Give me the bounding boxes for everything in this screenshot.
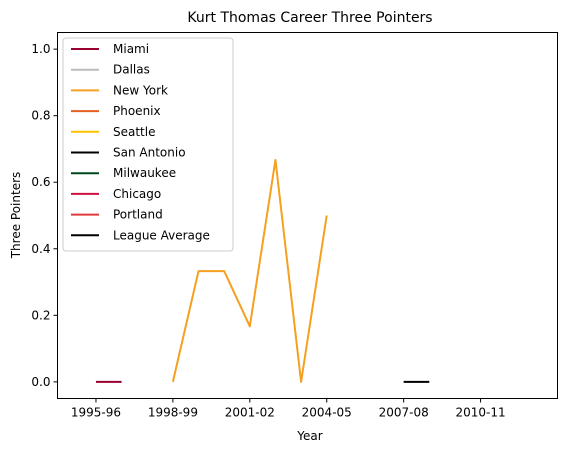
series-line-new-york (171, 158, 328, 383)
y-axis: 0.0 0.2 0.4 0.6 0.8 1.0 (31, 42, 58, 389)
legend-label: San Antonio (113, 146, 186, 160)
y-tick-label: 0.8 (31, 109, 50, 123)
chart-title: Kurt Thomas Career Three Pointers (187, 10, 432, 26)
legend-label: Dallas (113, 63, 150, 77)
x-tick-label: 1995-96 (71, 406, 121, 420)
legend: Miami Dallas New York Phoenix Seattle San Ant… (62, 37, 234, 252)
legend-label: Chicago (113, 187, 161, 201)
series-layer (95, 158, 430, 383)
y-tick-label: 0.2 (31, 308, 50, 322)
legend-label: Seattle (113, 125, 155, 139)
y-tick-label: 0.0 (31, 375, 50, 389)
y-axis-label: Three Pointers (9, 172, 23, 260)
legend-label: League Average (113, 228, 210, 242)
x-tick-label: 2007-08 (379, 406, 429, 420)
legend-label: Milwaukee (113, 166, 176, 180)
plot-frame (57, 32, 558, 399)
y-tick-label: 1.0 (31, 42, 50, 56)
y-tick-label: 0.6 (31, 175, 50, 189)
y-tick-label: 0.4 (31, 242, 50, 256)
legend-label: Phoenix (113, 104, 161, 118)
x-tick-label: 1998-99 (148, 406, 198, 420)
x-axis: 1995-96 1998-99 2001-02 2004-05 2007-08 2010-… (71, 398, 506, 420)
x-axis-label: Year (296, 429, 322, 443)
legend-label: Portland (113, 208, 163, 222)
legend-box (62, 37, 234, 252)
x-tick-label: 2004-05 (302, 406, 352, 420)
legend-label: New York (113, 83, 168, 97)
x-tick-label: 2010-11 (456, 406, 506, 420)
legend-label: Miami (113, 42, 149, 56)
x-tick-label: 2001-02 (225, 406, 275, 420)
